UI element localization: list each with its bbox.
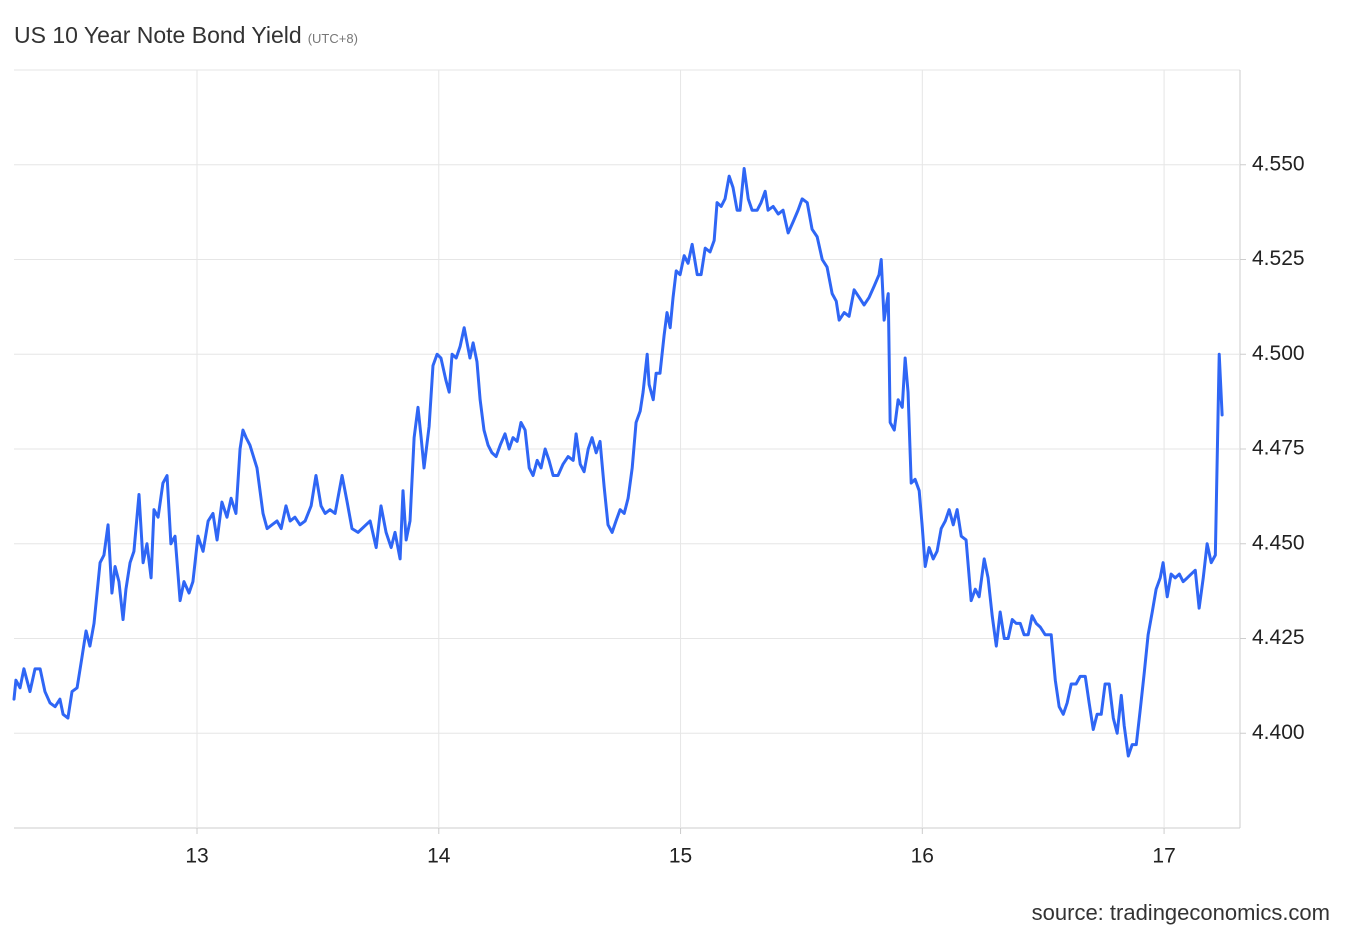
source-note: source: tradingeconomics.com	[1032, 900, 1330, 925]
x-tick-label: 14	[427, 845, 451, 868]
y-tick-label: 4.550	[1252, 152, 1305, 175]
y-tick-label: 4.525	[1252, 247, 1305, 270]
y-tick-label: 4.475	[1252, 437, 1305, 460]
x-tick-label: 17	[1152, 845, 1175, 868]
x-tick-label: 13	[185, 845, 208, 868]
y-tick-label: 4.400	[1252, 721, 1305, 744]
yield-line	[12, 167, 1224, 758]
x-tick-label: 15	[669, 845, 692, 868]
chart-subtitle: (UTC+8)	[308, 31, 358, 46]
x-tick-label: 16	[911, 845, 934, 868]
y-tick-label: 4.425	[1252, 626, 1305, 649]
y-tick-label: 4.450	[1252, 531, 1305, 554]
chart-title-group: US 10 Year Note Bond Yield (UTC+8)	[14, 22, 358, 48]
chart-title: US 10 Year Note Bond Yield	[14, 22, 302, 48]
y-tick-label: 4.500	[1252, 342, 1305, 365]
